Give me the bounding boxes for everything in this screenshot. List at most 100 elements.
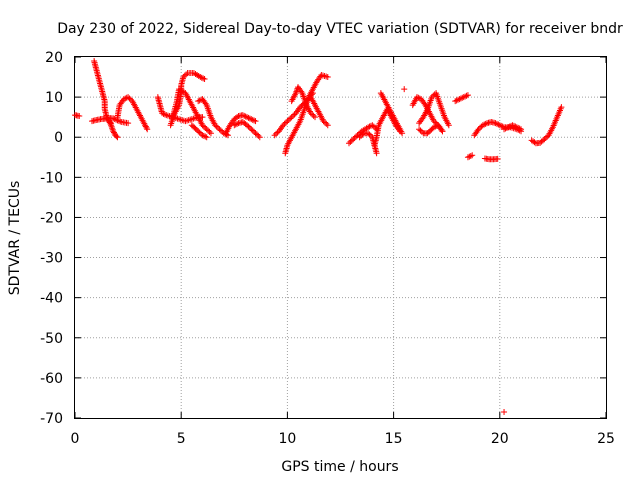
x-tick-label: 0 xyxy=(71,431,80,447)
data-point xyxy=(198,74,205,81)
data-point xyxy=(177,116,184,123)
data-point xyxy=(324,122,331,129)
y-tick-label: -70 xyxy=(40,411,63,427)
series-arc-15 xyxy=(288,84,319,121)
data-point xyxy=(185,117,192,124)
grid-lines xyxy=(75,57,606,418)
y-tick-label: 0 xyxy=(54,130,63,146)
data-point xyxy=(415,94,422,101)
data-point xyxy=(184,117,191,124)
data-point xyxy=(324,74,331,81)
series-arc-20 xyxy=(377,90,406,137)
y-tick-label: -20 xyxy=(40,210,63,226)
data-point xyxy=(110,115,117,122)
data-point xyxy=(197,74,204,81)
data-point xyxy=(161,111,168,118)
data-point xyxy=(481,121,488,128)
data-point xyxy=(203,126,210,133)
data-point xyxy=(476,124,483,131)
data-point xyxy=(196,129,203,136)
data-point xyxy=(110,128,117,135)
data-markers xyxy=(72,58,565,415)
data-point xyxy=(271,132,278,139)
data-point xyxy=(241,112,248,119)
data-point xyxy=(251,117,258,124)
data-point xyxy=(469,152,476,159)
y-axis-tick-labels: 20 10 0 -10 -20 -30 -40 -50 -60 -70 xyxy=(40,50,63,427)
data-point xyxy=(200,75,207,82)
data-point xyxy=(430,124,437,131)
data-point xyxy=(195,98,202,105)
data-point xyxy=(502,125,509,132)
data-point xyxy=(179,117,186,124)
data-point xyxy=(350,136,357,143)
data-point xyxy=(200,123,207,130)
data-point xyxy=(113,133,120,140)
data-point xyxy=(482,120,489,127)
data-point xyxy=(199,122,206,129)
data-point xyxy=(282,119,289,126)
data-point xyxy=(505,124,512,131)
data-point xyxy=(321,119,328,126)
data-point xyxy=(281,120,288,127)
data-point xyxy=(217,127,224,134)
data-point xyxy=(244,114,251,121)
data-point xyxy=(494,155,501,162)
data-point xyxy=(248,126,255,133)
data-point xyxy=(201,76,208,83)
y-tick-label: -30 xyxy=(40,251,63,267)
data-point xyxy=(76,112,83,119)
data-point xyxy=(542,134,549,141)
data-point xyxy=(231,122,238,129)
axis-ticks xyxy=(74,56,607,419)
data-point xyxy=(284,118,291,125)
data-point xyxy=(113,116,120,123)
data-point xyxy=(498,122,505,129)
data-point xyxy=(463,92,470,99)
data-point xyxy=(110,129,117,136)
data-point xyxy=(310,112,317,119)
data-point xyxy=(347,138,354,145)
data-point xyxy=(207,130,214,137)
data-point xyxy=(280,122,287,129)
data-point xyxy=(115,117,122,124)
series-arc-27 xyxy=(471,118,525,139)
data-point xyxy=(212,122,219,129)
data-point xyxy=(234,120,241,127)
data-point xyxy=(539,137,546,144)
data-point xyxy=(467,152,474,159)
data-point xyxy=(495,121,502,128)
x-tick-label: 5 xyxy=(177,431,186,447)
data-point xyxy=(232,121,239,128)
y-tick-label: 10 xyxy=(45,90,63,106)
data-point xyxy=(509,122,516,129)
series-arc-24 xyxy=(416,122,446,137)
data-point xyxy=(120,96,127,103)
data-point xyxy=(413,94,420,101)
data-point xyxy=(216,126,223,133)
data-point xyxy=(142,122,149,129)
data-point xyxy=(123,94,130,101)
data-point xyxy=(518,126,525,133)
data-point xyxy=(416,126,423,133)
data-point xyxy=(183,71,190,78)
data-point xyxy=(345,140,352,147)
x-tick-label: 10 xyxy=(278,431,296,447)
data-point xyxy=(249,116,256,123)
data-point xyxy=(287,115,294,122)
x-axis-tick-labels: 0 5 10 15 20 25 xyxy=(71,431,615,447)
data-point xyxy=(558,104,565,111)
data-point xyxy=(445,122,452,129)
series-arc-1 xyxy=(72,112,83,119)
data-point xyxy=(366,131,373,138)
data-point xyxy=(492,120,499,127)
data-point xyxy=(496,122,503,129)
data-point xyxy=(506,123,513,130)
data-point xyxy=(105,118,112,125)
chart-title: Day 230 of 2022, Sidereal Day-to-day VTE… xyxy=(57,21,623,37)
data-point xyxy=(460,94,467,101)
series-arc-10 xyxy=(188,122,210,141)
x-tick-label: 25 xyxy=(597,431,615,447)
data-point xyxy=(202,124,209,131)
